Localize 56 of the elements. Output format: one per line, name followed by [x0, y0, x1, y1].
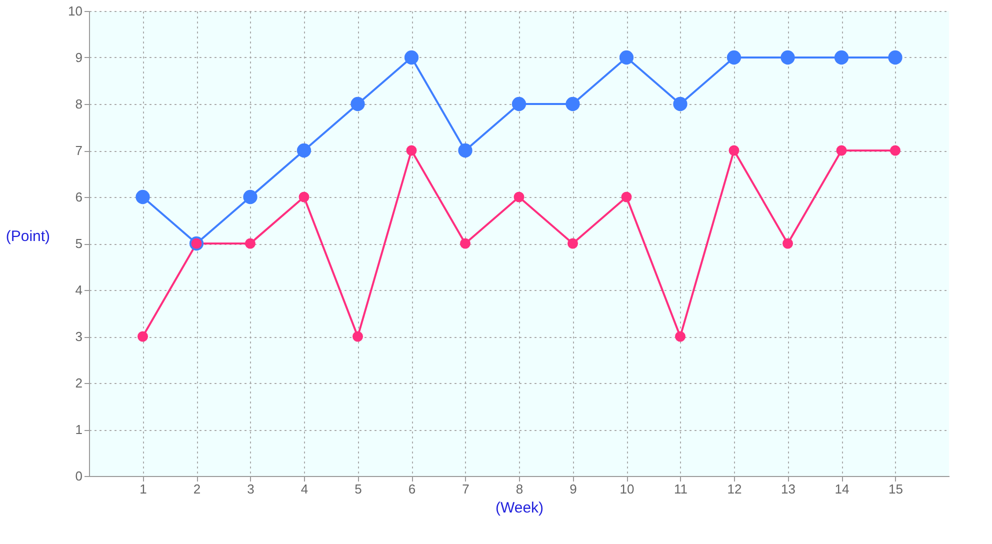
point	[298, 192, 310, 202]
point	[460, 238, 470, 249]
x-tick-label: 3	[247, 482, 254, 496]
x-tick-label: 6	[408, 482, 416, 496]
point	[406, 145, 417, 156]
y-axis-title: (Point)	[6, 228, 50, 245]
y-tick-label: 6	[75, 190, 82, 204]
point	[404, 50, 419, 65]
point	[245, 238, 256, 249]
x-tick-label: 1	[140, 482, 147, 496]
y-tick-label: 3	[75, 329, 82, 344]
x-tick-label: 14	[834, 482, 850, 496]
point	[350, 96, 365, 112]
y-tick-label: 9	[75, 50, 82, 65]
point	[621, 192, 632, 202]
point	[458, 143, 472, 158]
point	[673, 96, 688, 112]
point	[136, 190, 150, 204]
point	[890, 145, 900, 156]
x-tick-label: 2	[193, 482, 201, 496]
x-tick-label: 7	[462, 482, 470, 496]
point	[514, 192, 524, 202]
point	[568, 238, 578, 249]
x-axis-title: (Week)	[495, 500, 544, 516]
y-tick-label: 5	[75, 236, 82, 251]
x-tick-label: 8	[516, 482, 524, 496]
x-tick-label: 5	[354, 482, 362, 496]
point	[780, 50, 795, 65]
x-tick-label: 10	[620, 482, 634, 496]
point	[512, 96, 526, 112]
y-tick-label: 4	[75, 282, 82, 298]
point	[675, 331, 686, 342]
y-tick-label: 10	[68, 4, 82, 18]
point	[619, 50, 634, 65]
x-tick-label: 4	[300, 482, 308, 496]
point	[296, 143, 312, 158]
point	[836, 145, 847, 156]
point	[888, 50, 902, 65]
y-tick-label: 8	[75, 96, 82, 112]
x-tick-label: 15	[888, 482, 903, 496]
point	[782, 238, 793, 249]
point	[726, 50, 742, 65]
point	[352, 331, 363, 342]
y-tick-label: 2	[75, 376, 82, 390]
x-tick-label: 9	[570, 482, 577, 496]
x-tick-label: 13	[781, 482, 796, 496]
y-tick-label: 7	[75, 143, 82, 158]
point	[566, 96, 580, 112]
y-tick-label: 1	[75, 422, 82, 437]
x-tick-label: 11	[674, 482, 688, 496]
y-tick-label: 0	[75, 468, 82, 484]
x-tick-label: 12	[727, 482, 742, 496]
point	[243, 190, 258, 204]
point	[834, 50, 849, 65]
point	[728, 145, 740, 156]
point	[138, 331, 148, 342]
